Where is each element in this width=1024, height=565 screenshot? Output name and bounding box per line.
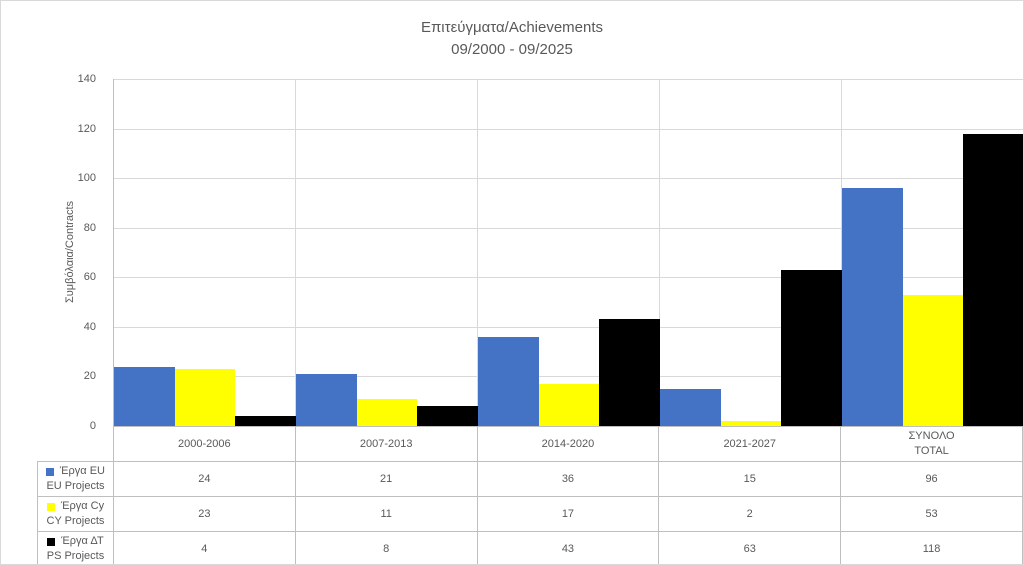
value-cell-cy-3: 2 (658, 496, 842, 532)
y-axis-tick-labels: 0 20 40 60 80 100 120 140 (1, 73, 105, 432)
legend-name-el: Έργα EU (59, 465, 106, 477)
table-row-eu: Έργα EU EU Projects 24 21 36 15 96 (37, 461, 1023, 497)
value-cell-ps-2: 43 (476, 531, 660, 564)
category-header-4: ΣΥΝΟΛΟ TOTAL (840, 426, 1023, 462)
chart-title-line1: Επιτεύγματα/Achievements (420, 19, 604, 36)
h-gridline (114, 79, 1023, 80)
v-gridline (841, 79, 842, 426)
value-cell-cy-4: 53 (840, 496, 1023, 532)
legend-name-en: PS Projects (46, 550, 105, 562)
bar-eu-2 (478, 336, 539, 426)
v-gridline (477, 79, 478, 426)
bar-cy-4 (902, 294, 964, 426)
bar-cy-2 (538, 383, 600, 426)
y-tick-label: 60 (83, 271, 96, 284)
bar-cy-1 (356, 398, 418, 426)
legend-swatch-cy (46, 502, 55, 511)
chart-title-line2: 09/2000 - 09/2025 (451, 41, 573, 58)
y-tick-label: 40 (83, 320, 96, 333)
bar-eu-4 (842, 188, 903, 426)
legend-swatch-eu (45, 467, 54, 476)
y-tick-label: 20 (83, 370, 96, 383)
legend-name-el: Έργα Cy (60, 500, 105, 512)
value-cell-eu-0: 24 (112, 461, 296, 497)
value-cell-eu-4: 96 (840, 461, 1023, 497)
v-gridline (295, 79, 296, 426)
table-corner-blank (37, 426, 114, 462)
value-cell-eu-2: 36 (476, 461, 660, 497)
bar-eu-0 (114, 366, 175, 426)
bar-ps-4 (963, 133, 1023, 426)
y-tick-label: 100 (77, 172, 96, 185)
bar-ps-2 (599, 319, 660, 426)
bar-cy-3 (720, 421, 782, 426)
value-cell-ps-1: 8 (294, 531, 478, 564)
bar-cy-0 (174, 369, 236, 426)
legend-cell-ps: Έργα ΔΤ PS Projects (37, 531, 114, 564)
legend-name-el: Έργα ΔΤ (61, 535, 104, 547)
plot-area (113, 79, 1023, 426)
category-header-1: 2007-2013 (294, 426, 478, 462)
bar-eu-3 (660, 388, 721, 426)
legend-name-en: EU Projects (46, 480, 105, 492)
h-gridline (114, 277, 1023, 279)
y-tick-label: 80 (83, 221, 96, 234)
chart-title: Επιτεύγματα/Achievements 09/2000 - 09/20… (1, 17, 1023, 61)
y-tick-label: 140 (77, 73, 96, 85)
table-body: Έργα EU EU Projects 24 21 36 15 96 Έργα Cy CY Pr… (37, 461, 1023, 564)
value-cell-ps-0: 4 (112, 531, 296, 564)
value-cell-ps-3: 63 (658, 531, 842, 564)
table-header-row: 2000-2006 2007-2013 2014-2020 2021-2027 ΣΥΝΟ… (37, 426, 1023, 462)
legend-cell-eu: Έργα EU EU Projects (37, 461, 114, 497)
h-gridline (114, 376, 1023, 378)
value-cell-ps-4: 118 (840, 531, 1023, 564)
table-row-ps: Έργα ΔΤ PS Projects 4 8 43 63 118 (37, 531, 1023, 564)
legend-line1: Έργα EU (38, 464, 113, 479)
h-gridline (114, 326, 1023, 328)
bar-eu-1 (296, 373, 357, 426)
v-gridline (659, 79, 660, 426)
legend-line1: Έργα Cy (38, 499, 113, 514)
legend-line1: Έργα ΔΤ (38, 534, 113, 549)
value-cell-eu-1: 21 (294, 461, 478, 497)
category-header-3: 2021-2027 (658, 426, 842, 462)
legend-swatch-ps (47, 537, 56, 546)
value-cell-cy-1: 11 (294, 496, 478, 532)
value-cell-cy-0: 23 (112, 496, 296, 532)
category-header-2: 2014-2020 (476, 426, 660, 462)
bar-ps-1 (417, 406, 478, 426)
h-gridline (114, 178, 1023, 180)
data-table: 2000-2006 2007-2013 2014-2020 2021-2027 ΣΥΝΟ… (37, 426, 1023, 564)
category-header-0: 2000-2006 (112, 426, 296, 462)
y-tick-label: 120 (77, 122, 96, 135)
legend-cell-cy: Έργα Cy CY Projects (37, 496, 114, 532)
h-gridline (114, 227, 1023, 229)
table-header: 2000-2006 2007-2013 2014-2020 2021-2027 ΣΥΝΟ… (37, 426, 1023, 462)
bar-ps-3 (781, 269, 842, 426)
value-cell-cy-2: 17 (476, 496, 660, 532)
y-tick-label: 0 (89, 420, 96, 432)
bar-ps-0 (235, 416, 296, 426)
value-cell-eu-3: 15 (658, 461, 842, 497)
h-gridline (114, 128, 1023, 130)
table-row-cy: Έργα Cy CY Projects 23 11 17 2 53 (37, 496, 1023, 532)
legend-name-en: CY Projects (46, 515, 105, 527)
